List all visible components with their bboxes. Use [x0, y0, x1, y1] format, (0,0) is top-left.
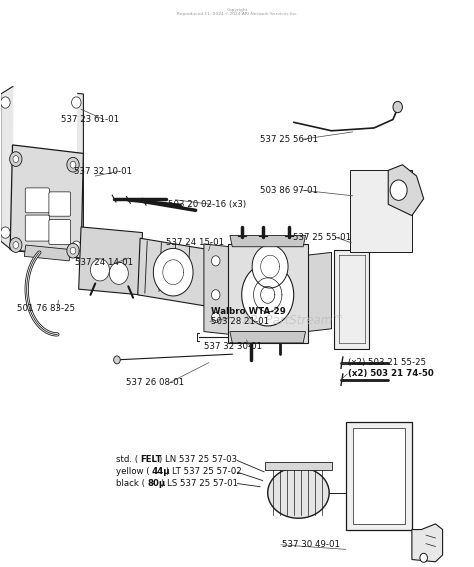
Text: ) LS 537 25 57-01: ) LS 537 25 57-01	[161, 479, 238, 488]
Polygon shape	[138, 238, 209, 306]
Polygon shape	[307, 252, 331, 332]
Polygon shape	[79, 227, 143, 295]
Circle shape	[211, 312, 220, 323]
Text: Walbro WTA-29: Walbro WTA-29	[211, 307, 286, 316]
Polygon shape	[350, 170, 412, 252]
Text: black (: black (	[117, 479, 146, 488]
Circle shape	[13, 156, 18, 163]
Polygon shape	[24, 245, 71, 261]
Circle shape	[390, 180, 407, 200]
Polygon shape	[346, 422, 412, 530]
Polygon shape	[334, 249, 369, 349]
Circle shape	[211, 290, 220, 300]
Circle shape	[114, 356, 120, 364]
Text: FELT: FELT	[141, 455, 162, 464]
Text: 537 25 55-01: 537 25 55-01	[293, 232, 351, 242]
Polygon shape	[268, 467, 329, 518]
Polygon shape	[0, 87, 83, 256]
Polygon shape	[12, 84, 77, 251]
Text: 537 24 15-01: 537 24 15-01	[166, 238, 224, 247]
Text: ) LN 537 25 57-03: ) LN 537 25 57-03	[158, 455, 237, 464]
Circle shape	[72, 241, 81, 252]
Polygon shape	[265, 462, 331, 470]
Circle shape	[72, 97, 81, 108]
Text: yellow (: yellow (	[117, 467, 150, 476]
FancyBboxPatch shape	[49, 219, 71, 244]
Text: 44μ: 44μ	[152, 467, 171, 476]
Polygon shape	[91, 259, 109, 281]
Text: 80μ: 80μ	[147, 479, 165, 488]
Circle shape	[13, 242, 18, 248]
Text: 503 28 21-01: 503 28 21-01	[211, 317, 269, 326]
Text: std. (: std. (	[117, 455, 138, 464]
Polygon shape	[154, 248, 193, 296]
Text: 537 32 10-01: 537 32 10-01	[74, 167, 132, 176]
Polygon shape	[109, 263, 128, 284]
Polygon shape	[230, 332, 306, 343]
Circle shape	[70, 247, 76, 254]
Circle shape	[9, 238, 22, 252]
Text: Copyright
Reproduced 11, 2024 ©2024 ARI Network Services Inc.: Copyright Reproduced 11, 2024 ©2024 ARI …	[177, 8, 297, 16]
Polygon shape	[353, 428, 405, 524]
Circle shape	[211, 256, 220, 266]
Circle shape	[67, 243, 79, 258]
Circle shape	[67, 158, 79, 172]
Circle shape	[9, 152, 22, 167]
Polygon shape	[252, 245, 288, 288]
FancyBboxPatch shape	[25, 215, 49, 241]
Polygon shape	[228, 244, 308, 343]
Text: (x2) 503 21 55-25: (x2) 503 21 55-25	[348, 358, 426, 367]
Text: 537 25 56-01: 537 25 56-01	[260, 135, 318, 144]
Circle shape	[0, 227, 10, 238]
Circle shape	[70, 162, 76, 168]
Text: 503 20 02-16 (x3): 503 20 02-16 (x3)	[168, 200, 246, 209]
Polygon shape	[230, 235, 306, 247]
Text: 537 30 49-01: 537 30 49-01	[282, 540, 340, 549]
Circle shape	[0, 97, 10, 108]
FancyBboxPatch shape	[49, 192, 71, 216]
FancyBboxPatch shape	[25, 188, 49, 213]
Polygon shape	[242, 264, 294, 326]
Circle shape	[420, 553, 428, 562]
Circle shape	[393, 101, 402, 113]
Text: 537 23 61-01: 537 23 61-01	[61, 115, 119, 124]
Text: 537 26 08-01: 537 26 08-01	[126, 378, 184, 387]
Text: (x2) 503 21 74-50: (x2) 503 21 74-50	[348, 370, 434, 379]
Text: ) LT 537 25 57-02: ) LT 537 25 57-02	[166, 467, 242, 476]
Polygon shape	[204, 244, 230, 335]
Text: ARI PartStream™: ARI PartStream™	[243, 314, 345, 327]
Polygon shape	[10, 145, 83, 258]
Text: 537 24 14-01: 537 24 14-01	[75, 257, 134, 266]
Text: 501 76 83-25: 501 76 83-25	[17, 304, 75, 314]
Text: 537 32 30-01: 537 32 30-01	[204, 342, 262, 352]
Polygon shape	[388, 165, 424, 215]
Polygon shape	[412, 524, 443, 562]
Text: 503 86 97-01: 503 86 97-01	[260, 185, 318, 194]
